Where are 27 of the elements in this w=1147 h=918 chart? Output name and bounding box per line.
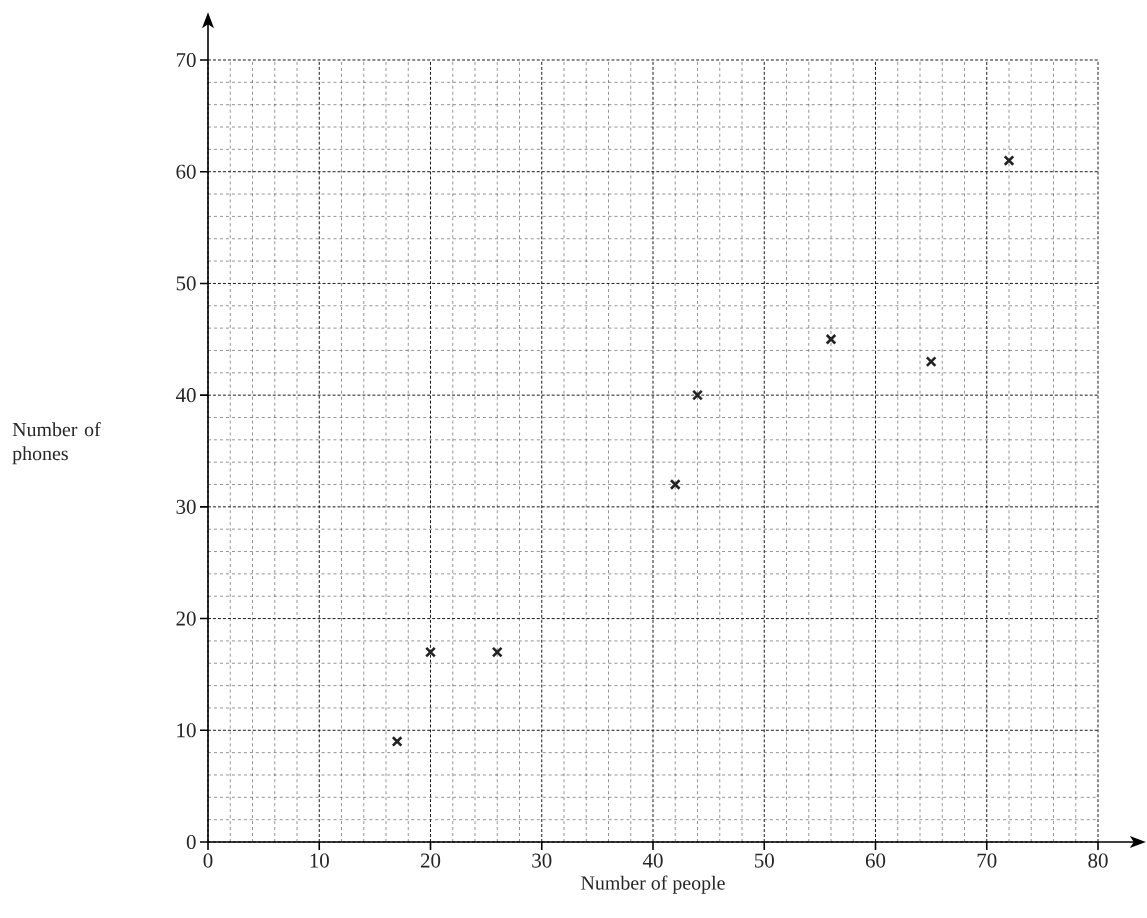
point: [391, 735, 403, 747]
x-tick-label: 70: [977, 853, 997, 868]
point: [1003, 155, 1015, 167]
x-tick-label: 10: [310, 853, 329, 868]
x-tick-label: 50: [755, 853, 774, 868]
point: [669, 478, 681, 491]
y-tick-label: 20: [176, 611, 196, 626]
point: [825, 333, 837, 345]
y-tick-label: 60: [176, 164, 196, 179]
y-tick-label: 50: [176, 276, 196, 291]
y-tick-label: 40: [175, 388, 196, 403]
point: [424, 646, 437, 658]
x-axis-title: Number of people: [581, 875, 725, 894]
y-tick-label: 0: [186, 834, 196, 850]
x-tick-label: 30: [532, 853, 552, 868]
x-tick-label: 80: [1088, 853, 1108, 868]
x-tick-label: 40: [642, 853, 663, 868]
y-axis-title: Number of phones: [12, 422, 101, 465]
point: [691, 389, 704, 401]
x-tick-label: 20: [420, 853, 441, 868]
point: [491, 646, 503, 658]
x-tick-label: 60: [865, 853, 886, 868]
y-tick-label: 70: [176, 52, 196, 68]
x-tick-label: 0: [203, 853, 213, 868]
y-tick-label: 10: [177, 723, 196, 738]
point: [925, 356, 937, 368]
y-tick-label: 30: [176, 499, 196, 514]
